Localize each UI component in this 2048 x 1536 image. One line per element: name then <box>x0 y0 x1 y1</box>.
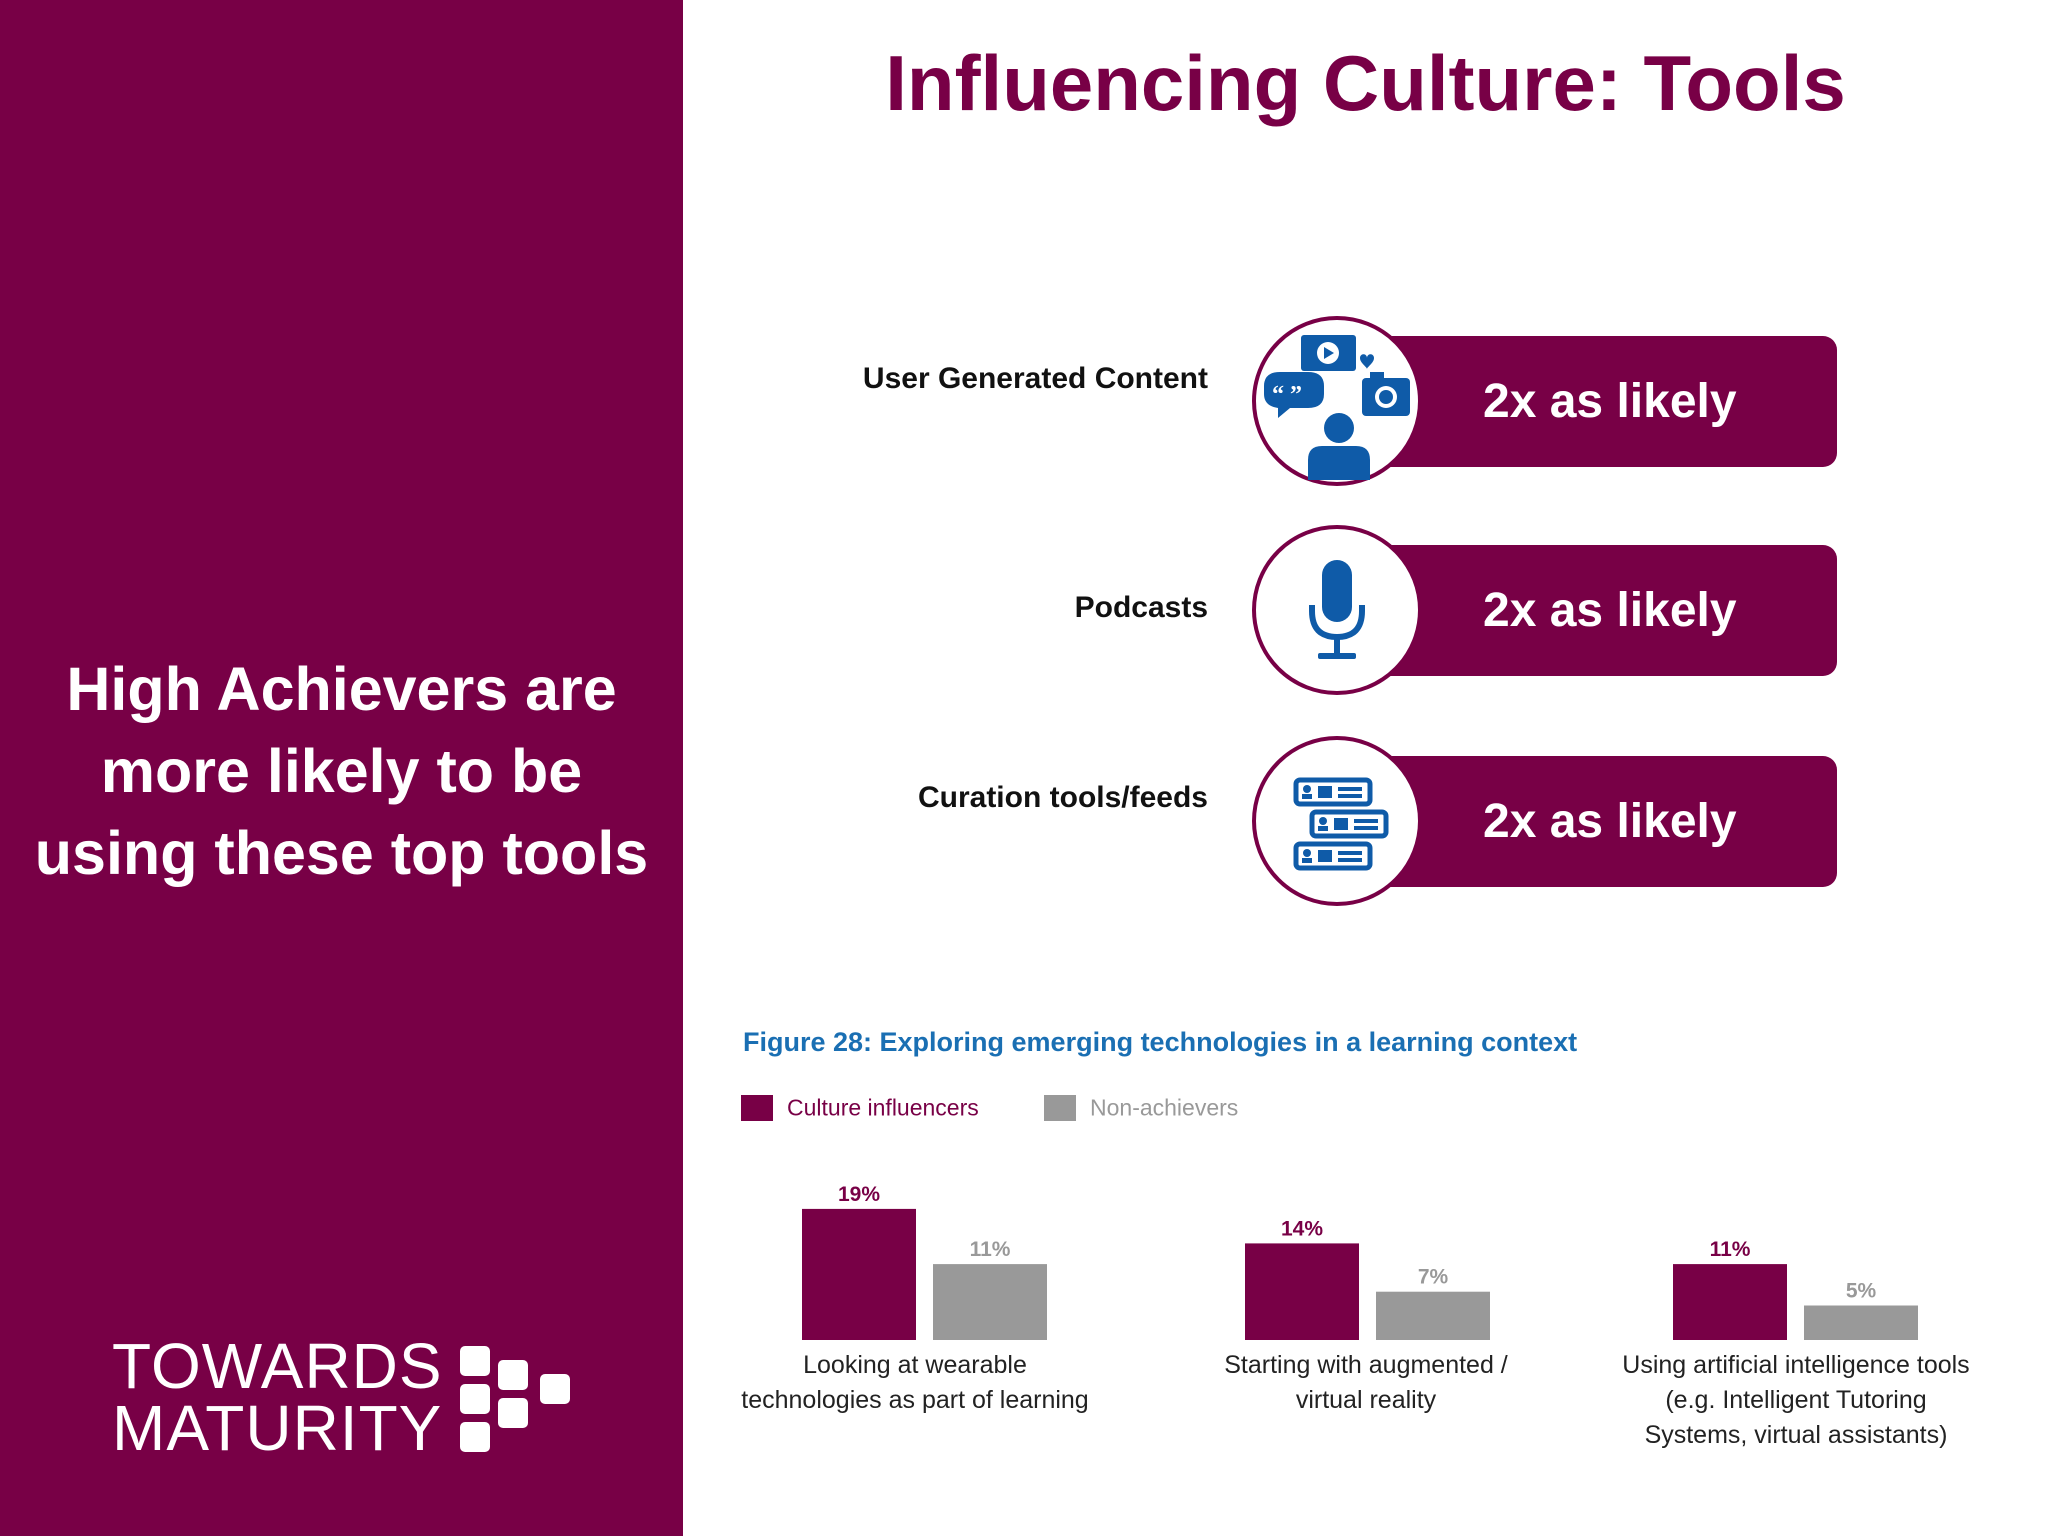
likelihood-pill-podcasts: 2x as likely <box>1365 545 1837 676</box>
likelihood-text: 2x as likely <box>1483 795 1737 848</box>
category-label-line: Starting with augmented / <box>1224 1351 1508 1379</box>
emerging-technologies-bar-chart: 19% 14% 11% 11% 7% 5% <box>802 1183 1918 1340</box>
bar-non-achievers-1 <box>933 1264 1047 1340</box>
tool-label-curation-tools: Curation tools/feeds <box>917 781 1208 814</box>
bar-culture-influencers-2 <box>1245 1243 1359 1340</box>
svg-text:“ ”: “ ” <box>1272 382 1302 408</box>
logo-squares-icon <box>460 1346 580 1466</box>
category-label-line: technologies as part of learning <box>741 1386 1089 1414</box>
category-label-line: Using artificial intelligence tools <box>1622 1351 1970 1379</box>
likelihood-pill-user-generated-content: 2x as likely <box>1365 336 1837 467</box>
logo-line-2: MATURITY <box>112 1392 443 1464</box>
data-label: 7% <box>1418 1266 1449 1289</box>
headline-line-1: High Achievers are <box>66 655 617 723</box>
legend-swatch <box>1044 1094 1076 1121</box>
towards-maturity-logo: TOWARDS MATURITY <box>112 1330 443 1464</box>
user-generated-content-icon: “ ” <box>1252 316 1422 486</box>
bar-culture-influencers-3 <box>1673 1264 1787 1340</box>
tool-label-user-generated-content: User Generated Content <box>862 362 1208 395</box>
category-label-line: virtual reality <box>1295 1386 1437 1414</box>
microphone-icon <box>1252 525 1422 695</box>
tool-label-podcasts: Podcasts <box>1074 591 1208 624</box>
data-label: 19% <box>838 1183 880 1206</box>
legend-item-non-achievers: Non-achievers <box>1044 1093 1238 1121</box>
bar-non-achievers-2 <box>1376 1291 1490 1340</box>
figure-title: Figure 28: Exploring emerging technologi… <box>743 1027 1578 1057</box>
logo-line-1: TOWARDS <box>112 1330 443 1402</box>
content-feed-icon <box>1252 736 1422 906</box>
likelihood-pill-curation-tools: 2x as likely <box>1365 756 1837 887</box>
legend-label: Culture influencers <box>787 1094 979 1121</box>
data-label: 11% <box>970 1238 1011 1261</box>
bar-culture-influencers-1 <box>802 1208 916 1340</box>
data-label: 11% <box>1710 1238 1751 1261</box>
likelihood-text: 2x as likely <box>1483 375 1737 428</box>
category-label-2: Starting with augmented / virtual reality <box>1156 1348 1576 1418</box>
page-title: Influencing Culture: Tools <box>885 39 1846 127</box>
legend-item-culture-influencers: Culture influencers <box>741 1093 979 1121</box>
headline-line-2: more likely to be <box>100 737 583 805</box>
bar-non-achievers-3 <box>1804 1305 1918 1340</box>
category-label-line: Looking at wearable <box>803 1351 1027 1379</box>
data-label: 5% <box>1846 1280 1877 1303</box>
category-label-3: Using artificial intelligence tools (e.g.… <box>1586 1348 2006 1453</box>
category-label-1: Looking at wearable technologies as part … <box>705 1348 1125 1418</box>
category-label-line: (e.g. Intelligent Tutoring <box>1665 1386 1927 1414</box>
data-label: 14% <box>1281 1217 1323 1240</box>
likelihood-text: 2x as likely <box>1483 584 1737 637</box>
legend-label: Non-achievers <box>1090 1094 1239 1121</box>
category-label-line: Systems, virtual assistants) <box>1644 1421 1948 1449</box>
legend-swatch <box>741 1094 773 1121</box>
sidebar-headline: High Achievers are more likely to be usi… <box>20 648 663 894</box>
headline-line-3: using these top tools <box>34 819 649 887</box>
sidebar-panel: High Achievers are more likely to be usi… <box>0 0 683 1536</box>
